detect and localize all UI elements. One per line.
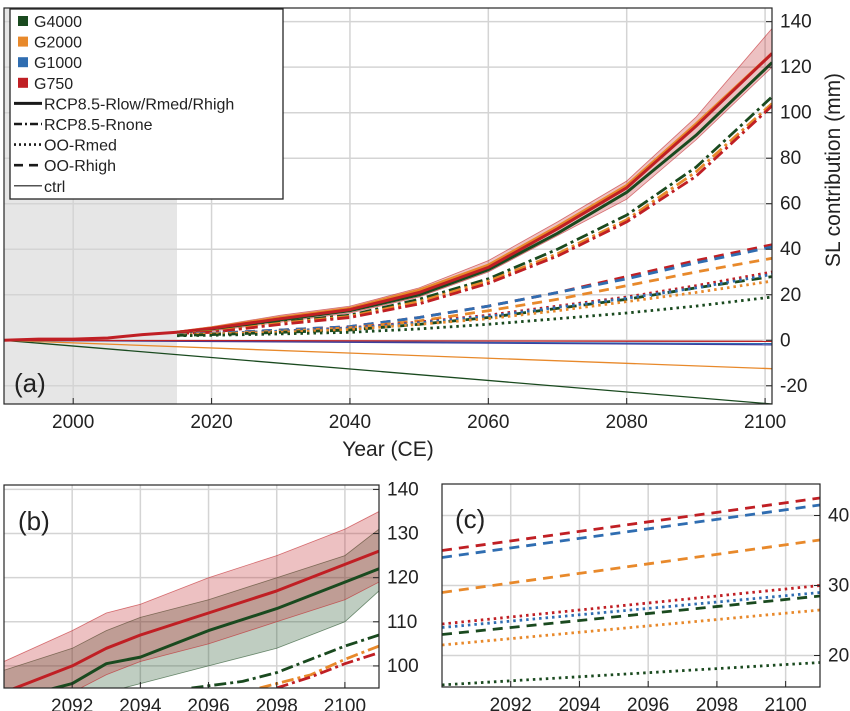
- x-tick-label: 2040: [329, 412, 371, 433]
- x-axis-title: Year (CE): [342, 438, 433, 461]
- plot-frame: [3, 7, 773, 405]
- legend-entry: G1000: [18, 55, 82, 72]
- x-tick-label: 2020: [190, 412, 232, 433]
- series-line-ctrl-G750: [4, 339, 772, 343]
- uncertainty-band-G4000: [4, 528, 379, 688]
- legend-label: G4000: [34, 14, 82, 31]
- y-tick-label: 30: [828, 576, 849, 597]
- legend-swatch: [18, 57, 28, 68]
- series-line-ctrl-G4000: [4, 339, 772, 404]
- x-tick-label: 2096: [627, 695, 669, 711]
- y-tick-label: 110: [387, 612, 417, 633]
- legend-swatch: [18, 36, 28, 47]
- series-line-oo_rmed-G1000: [442, 591, 820, 629]
- panel-b: 2092 2094 2096 2098 2100 100 110 120 130 140 (b): [3, 479, 419, 711]
- legend-label: OO-Rmed: [44, 138, 117, 155]
- x-tick-label: 2092: [490, 695, 532, 711]
- legend-label: G750: [34, 76, 73, 93]
- legend: G4000 G2000 G1000 G750 RCP8.5-Rlow/Rmed/Rhig…: [9, 8, 284, 200]
- series-group: [442, 496, 820, 687]
- x-tick-label: 2000: [52, 412, 94, 433]
- x-tick-label: 2100: [744, 412, 786, 433]
- legend-label: RCP8.5-Rlow/Rmed/Rhigh: [44, 96, 234, 113]
- series-line-oo_rmed-G2000: [442, 608, 820, 647]
- x-tick-label: 2094: [119, 696, 162, 711]
- x-tick-label: 2080: [606, 412, 648, 433]
- series-line-oo_rhigh-G1000: [442, 503, 820, 559]
- series-line-rnone-G4000: [191, 633, 379, 688]
- x-tick-label: 2096: [187, 696, 229, 711]
- y-tick-label: 130: [387, 524, 419, 545]
- series-line-oo_rhigh-G4000: [176, 275, 772, 337]
- series-group: [4, 511, 379, 688]
- y-tick-label: 20: [828, 646, 849, 667]
- plot-background: [4, 485, 379, 688]
- y-tick-label: -20: [780, 376, 807, 397]
- x-tick-label: 2098: [256, 696, 298, 711]
- x-tick-label: 2094: [558, 695, 601, 711]
- x-tick-label: 2100: [764, 695, 806, 711]
- legend-entry: G4000: [18, 14, 82, 31]
- y-tick-label: 0: [780, 330, 791, 351]
- panel-label: (b): [18, 506, 50, 536]
- legend-entry: RCP8.5-Rlow/Rmed/Rhigh: [14, 96, 234, 113]
- series-line-oo_rhigh-G2000: [442, 538, 820, 594]
- series-line-oo_rhigh-G750: [442, 496, 820, 552]
- legend-label: OO-Rhigh: [44, 158, 116, 175]
- legend-entry: OO-Rhigh: [14, 158, 116, 175]
- y-tick-label: 140: [387, 479, 419, 500]
- x-tick-label: 2092: [51, 696, 93, 711]
- series-group: [4, 27, 772, 404]
- series-line-rnone-G750: [276, 651, 379, 688]
- series-line-oo_rhigh-G4000: [442, 594, 820, 636]
- y-tick-label: 40: [828, 506, 849, 527]
- series-line-oo_rmed-G750: [442, 584, 820, 626]
- series-line-rcp-G750: [11, 549, 379, 688]
- series-line-rcp-G4000: [49, 567, 379, 688]
- legend-swatch: [18, 16, 28, 26]
- series-line-oo_rmed-G4000: [442, 661, 820, 687]
- legend-entry: RCP8.5-Rnone: [14, 117, 153, 134]
- x-tick-label: 2100: [324, 696, 366, 711]
- plot-frame: [3, 484, 380, 689]
- legend-entry: G750: [18, 76, 73, 93]
- x-tick-label: 2098: [696, 695, 738, 711]
- panel-c: 2092 2094 2096 2098 2100 20 30 40 (c): [441, 483, 849, 711]
- panel-a: 2000 2020 2040 2060 2080 2100-200204060801001…: [3, 7, 845, 461]
- series-line-rnone-G750: [176, 104, 772, 335]
- series-line-rcp-G750: [176, 52, 772, 334]
- legend-label: G1000: [34, 55, 82, 72]
- panel-label: (c): [455, 504, 485, 534]
- panel-label: (a): [14, 368, 46, 398]
- series-line-hist-G750: [4, 330, 178, 342]
- legend-label: G2000: [34, 35, 82, 52]
- legend-label: RCP8.5-Rnone: [44, 117, 153, 134]
- series-line-ctrl-G2000: [4, 339, 772, 370]
- legend-entry: G2000: [18, 35, 82, 52]
- y-tick-label: 20: [780, 285, 801, 306]
- legend-box: [9, 8, 284, 200]
- legend-entry: ctrl: [14, 179, 65, 196]
- legend-label: ctrl: [44, 179, 65, 196]
- y-tick-label: 120: [387, 568, 419, 589]
- y-axis-title: SL contribution (mm): [822, 73, 845, 267]
- y-tick-label: 100: [780, 103, 812, 124]
- x-tick-label: 2060: [467, 412, 509, 433]
- y-tick-label: 140: [780, 12, 812, 33]
- uncertainty-band-G750: [4, 511, 379, 688]
- series-line-rnone-G2000: [259, 644, 379, 688]
- y-tick-label: 120: [780, 57, 812, 78]
- y-tick-label: 40: [780, 239, 801, 260]
- y-tick-label: 100: [387, 656, 419, 677]
- legend-entry: OO-Rmed: [14, 138, 117, 155]
- legend-swatch: [18, 77, 28, 88]
- y-tick-label: 60: [780, 194, 801, 215]
- y-tick-label: 80: [780, 148, 801, 169]
